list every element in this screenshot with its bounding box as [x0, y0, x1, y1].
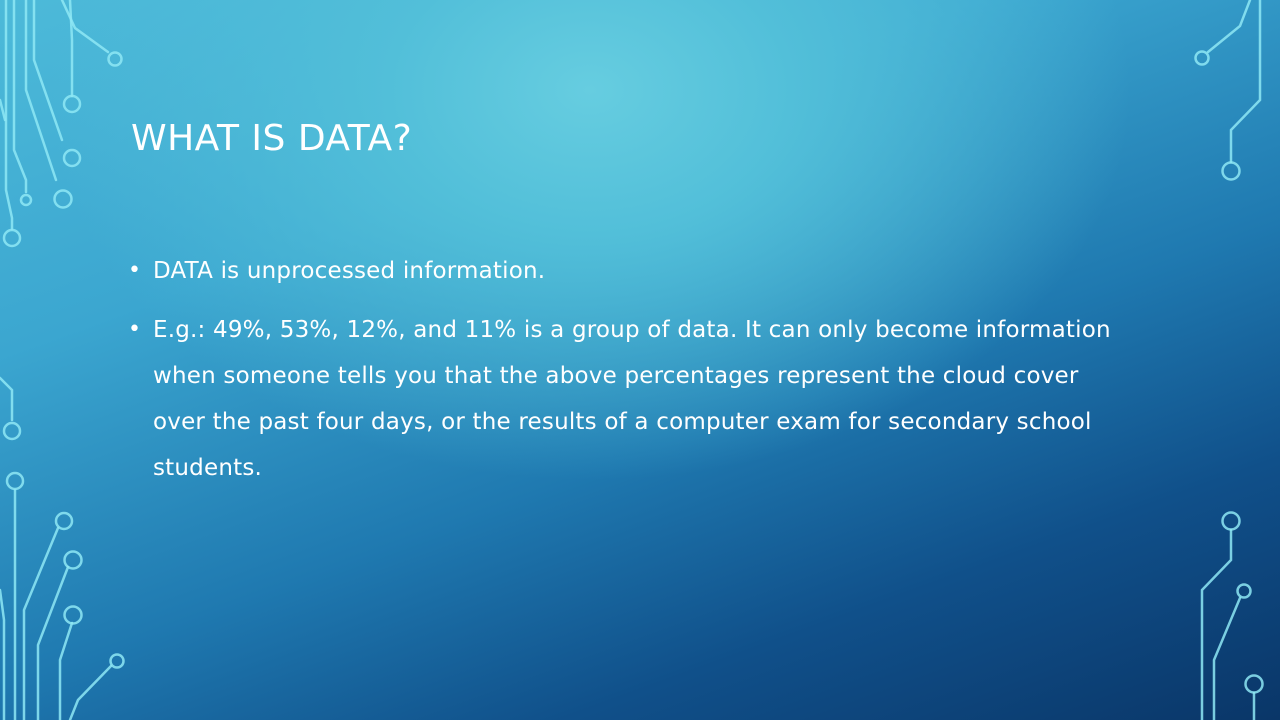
- circuit-bottom-left: [0, 376, 125, 720]
- bullet-list: • DATA is unprocessed information. • E.g…: [128, 248, 1138, 504]
- slide-title: WHAT IS DATA?: [131, 118, 413, 159]
- bullet-text: E.g.: 49%, 53%, 12%, and 11% is a group …: [153, 317, 1111, 481]
- bullet-item: • DATA is unprocessed information.: [128, 248, 1138, 294]
- bullet-text: DATA is unprocessed information.: [153, 258, 546, 284]
- circuit-top-left: [0, 0, 123, 248]
- circuit-bottom-right: [1200, 511, 1264, 720]
- circuit-top-right: [1194, 0, 1262, 181]
- bullet-icon: •: [128, 317, 142, 342]
- bullet-item: • E.g.: 49%, 53%, 12%, and 11% is a grou…: [128, 307, 1138, 491]
- bullet-icon: •: [128, 258, 142, 283]
